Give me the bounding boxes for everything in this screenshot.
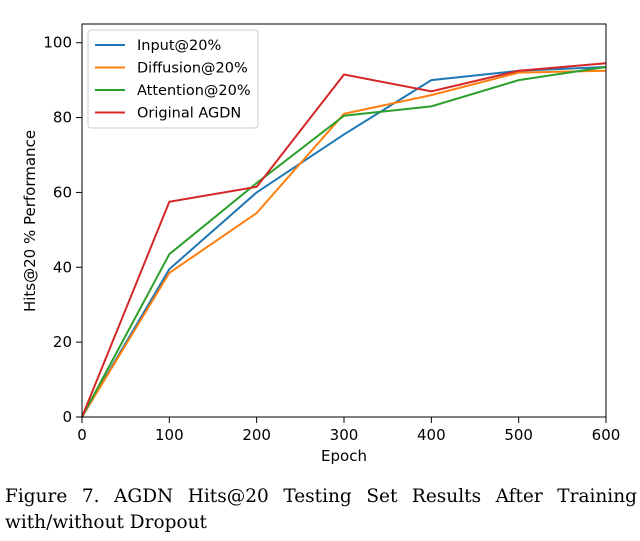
series-line-original-agdn — [81, 62, 607, 418]
x-axis-label: Epoch — [321, 447, 367, 465]
series-lines — [81, 62, 607, 418]
y-tick-label: 60 — [53, 183, 72, 201]
legend-label: Input@20% — [137, 38, 221, 54]
y-tick-label: 100 — [43, 34, 72, 52]
y-tick-label: 40 — [53, 258, 72, 276]
plot-frame — [81, 23, 607, 418]
x-tick-label: 500 — [504, 426, 533, 444]
x-tick-label: 100 — [155, 426, 184, 444]
y-axis-label: Hits@20 % Performance — [21, 130, 39, 312]
y-tick-label: 80 — [53, 109, 72, 127]
x-tick-label: 0 — [77, 426, 87, 444]
legend: Input@20% Diffusion@20% Attention@20% Origi… — [87, 29, 259, 129]
x-tick-label: 300 — [330, 426, 359, 444]
line-chart: 0 100 200 300 400 500 600 0 20 40 60 80 100 Epoch H… — [21, 23, 620, 465]
x-tick-label: 400 — [417, 426, 446, 444]
legend-label: Attention@20% — [137, 83, 251, 99]
series-line-attention-20 — [81, 66, 607, 418]
x-tick-label: 200 — [242, 426, 271, 444]
y-tick-label: 0 — [62, 408, 72, 426]
series-line-diffusion-20 — [81, 69, 607, 418]
legend-label: Original AGDN — [137, 106, 241, 122]
legend-frame — [87, 29, 259, 129]
legend-label: Diffusion@20% — [137, 61, 248, 77]
y-ticks: 0 20 40 60 80 100 — [43, 34, 82, 426]
figure-caption: Figure 7. AGDN Hits@20 Testing Set Resul… — [5, 486, 637, 533]
x-ticks: 0 100 200 300 400 500 600 — [77, 417, 620, 444]
x-tick-label: 600 — [592, 426, 621, 444]
y-tick-label: 20 — [53, 333, 72, 351]
